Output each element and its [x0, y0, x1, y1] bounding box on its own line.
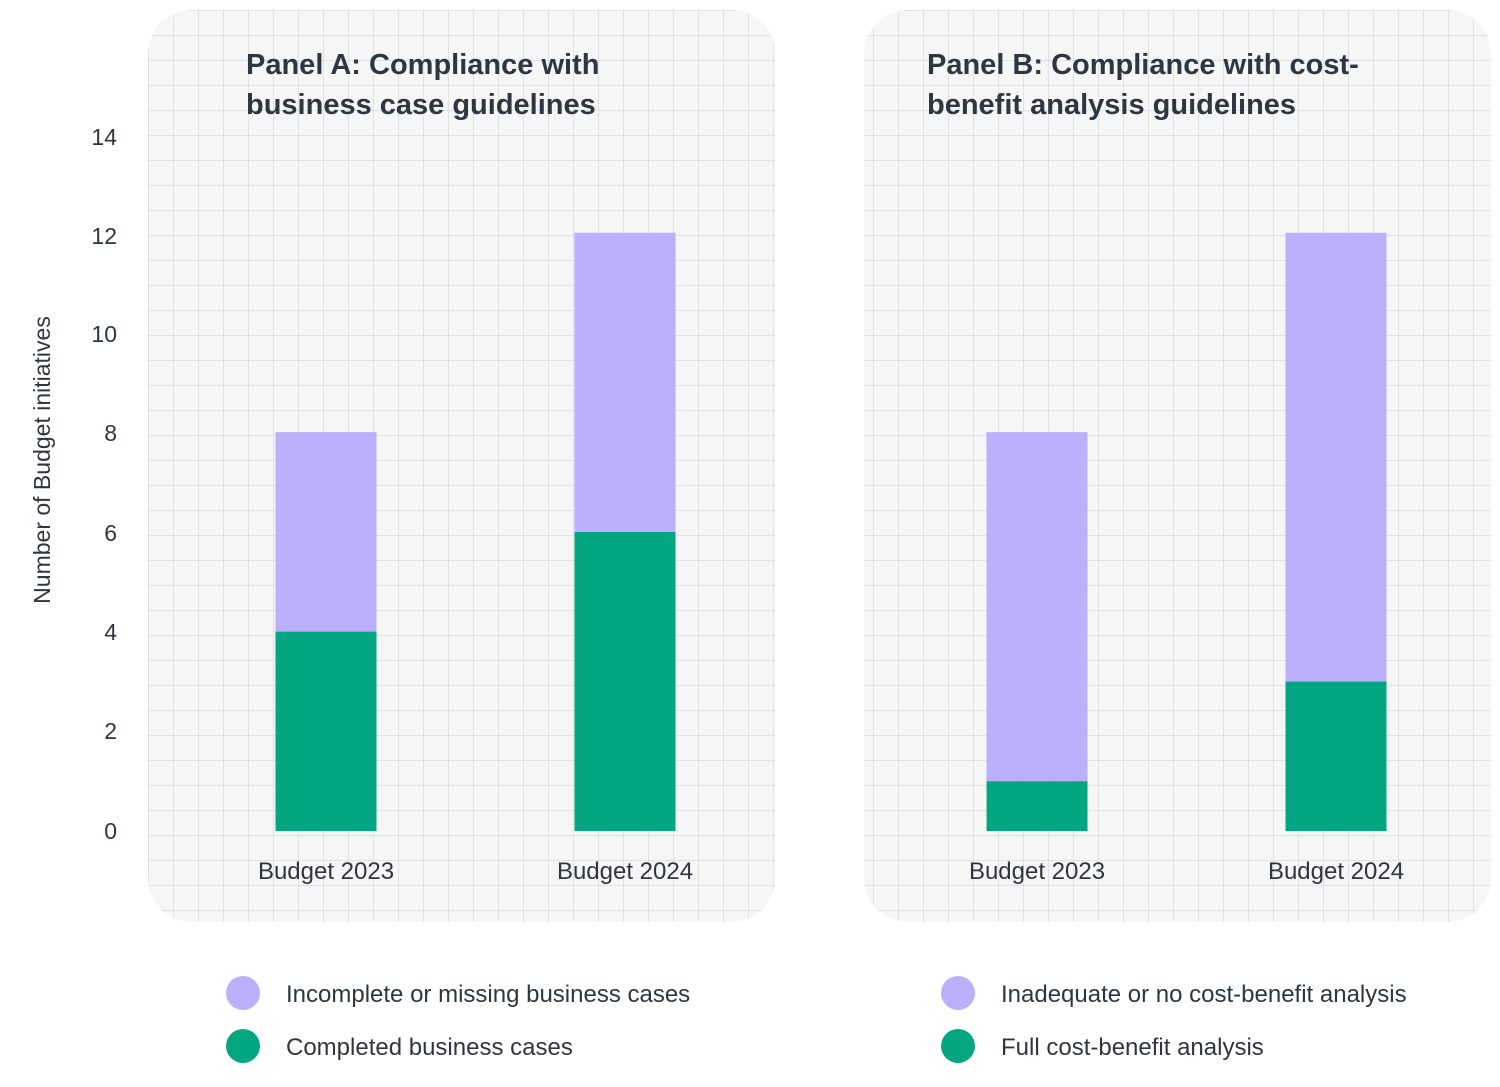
y-tick-2: 2 [104, 718, 117, 744]
legend-a-completed-label: Completed business cases [286, 1034, 573, 1061]
y-ticks: 0 2 4 6 8 10 12 14 [91, 124, 117, 844]
panel-b-title-line-1: Panel B: Compliance with cost- [927, 49, 1359, 81]
panel-a-title-line-2: business case guidelines [246, 89, 596, 121]
y-axis-title: Number of Budget initiatives [29, 316, 55, 604]
y-tick-10: 10 [91, 321, 117, 347]
legend-b-inadequate-label: Inadequate or no cost-benefit analysis [1001, 981, 1407, 1008]
panel-a-category-2023: Budget 2023 [258, 858, 394, 885]
bar-a-2023-completed [275, 631, 377, 831]
y-tick-8: 8 [104, 420, 117, 446]
panel-a-grid [148, 10, 775, 922]
legend-a: Incomplete or missing business cases Com… [226, 976, 690, 1063]
bar-b-2023-full [986, 781, 1088, 831]
y-tick-6: 6 [104, 520, 117, 546]
bar-a-2024-incomplete [574, 232, 676, 532]
bar-b-2023-inadequate [986, 432, 1088, 782]
panel-a-category-2024: Budget 2024 [557, 858, 693, 885]
panel-b-category-2023: Budget 2023 [969, 858, 1105, 885]
legend-a-incomplete-swatch [226, 976, 260, 1010]
y-tick-14: 14 [91, 124, 117, 150]
panel-b-title-line-2: benefit analysis guidelines [927, 89, 1296, 121]
legend-b-inadequate-swatch [941, 976, 975, 1010]
y-tick-0: 0 [104, 818, 117, 844]
y-tick-12: 12 [91, 223, 117, 249]
legend-a-completed-swatch [226, 1029, 260, 1063]
panel-a-bars [275, 232, 676, 831]
panel-b-grid [864, 10, 1491, 922]
bar-a-2024-completed [574, 531, 676, 831]
panel-b-bars [986, 232, 1387, 831]
legend-b-full-label: Full cost-benefit analysis [1001, 1034, 1264, 1061]
bar-b-2024-inadequate [1285, 232, 1387, 682]
legend-a-incomplete-label: Incomplete or missing business cases [286, 981, 690, 1008]
panel-a-title-line-1: Panel A: Compliance with [246, 49, 599, 81]
bar-b-2024-full [1285, 681, 1387, 831]
legend-b-full-swatch [941, 1029, 975, 1063]
bar-a-2023-incomplete [275, 432, 377, 632]
panel-b-category-2024: Budget 2024 [1268, 858, 1404, 885]
legend-b: Inadequate or no cost-benefit analysis F… [941, 976, 1407, 1063]
y-tick-4: 4 [104, 619, 117, 645]
